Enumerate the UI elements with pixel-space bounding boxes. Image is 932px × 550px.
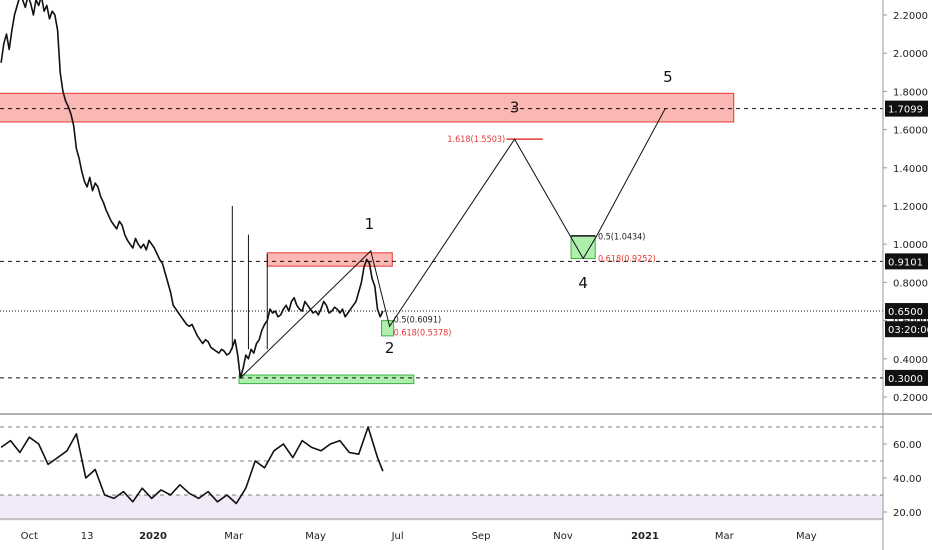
oversold-band — [0, 495, 883, 521]
price-tag-label: 0.3000 — [888, 374, 923, 385]
price-tick-label: 2.2000 — [893, 11, 928, 22]
elliott-wave-path — [240, 108, 666, 379]
price-tag — [885, 321, 928, 338]
resistance-zone — [0, 92, 735, 123]
time-tick-label: Mar — [224, 531, 244, 542]
resistance-zone — [266, 252, 393, 267]
price-tick-label: 1.8000 — [893, 87, 928, 98]
price-tag-label: 03:20:06 — [888, 325, 932, 336]
price-tick-label: 0.8000 — [893, 278, 928, 289]
wave-label-2: 2 — [385, 339, 395, 357]
fib-level-label: 0.5(0.6091) — [394, 316, 442, 326]
time-tick-label: 2021 — [631, 531, 659, 542]
price-tag — [885, 253, 928, 270]
price-tick-label: 2.0000 — [893, 49, 928, 60]
oscillator-axis[interactable]: 60.00 40.00 20.00 — [883, 440, 922, 519]
price-tick-label: 0.4000 — [893, 355, 928, 366]
time-tick-label: Mar — [715, 531, 735, 542]
price-tick-label: 1.4000 — [893, 164, 928, 175]
price-tick-label: 1.6000 — [893, 126, 928, 137]
support-zone — [238, 374, 415, 385]
time-tick-label: May — [305, 531, 326, 542]
price-axis[interactable]: 2.2000 2.0000 1.8000 1.6000 1.4000 1.2000 1.00… — [883, 11, 928, 404]
oscillator-tick-label: 20.00 — [893, 508, 922, 519]
time-tick-label: May — [796, 531, 817, 542]
price-tag — [885, 100, 928, 117]
wave-label-5: 5 — [663, 68, 673, 86]
time-tick-label: Oct — [21, 531, 38, 542]
oscillator-series-line — [0, 426, 384, 505]
price-tick-label: 1.2000 — [893, 202, 928, 213]
price-tick-label: 1.0000 — [893, 240, 928, 251]
price-tags: 1.7099 0.9101 0.6500 03:20:06 0.3000 — [885, 100, 932, 386]
price-tag — [885, 303, 928, 320]
time-tick-label: 13 — [81, 531, 94, 542]
price-series-line — [0, 0, 384, 379]
oscillator-pane[interactable] — [0, 426, 883, 521]
fib-level-label: 1.618(1.5503) — [447, 135, 505, 145]
time-tick-label: 2020 — [139, 531, 167, 542]
support-zone — [570, 235, 596, 260]
time-tick-label: Sep — [472, 531, 491, 542]
wave-label-3: 3 — [510, 98, 520, 116]
time-axis[interactable]: Oct 13 2020 Mar May Jul Sep Nov 2021 Mar May — [21, 531, 817, 542]
oscillator-tick-label: 60.00 — [893, 440, 922, 451]
fib-level-label: 0.618(0.9252) — [598, 255, 656, 265]
fib-level-label: 0.5(1.0434) — [598, 233, 646, 243]
price-tick-label: 0.2000 — [893, 393, 928, 404]
wave-label-1: 1 — [365, 215, 375, 233]
price-tag-label: 1.7099 — [888, 105, 923, 116]
price-tag — [885, 369, 928, 386]
time-tick-label: Nov — [553, 531, 573, 542]
oscillator-tick-label: 40.00 — [893, 474, 922, 485]
wave-label-4: 4 — [578, 274, 588, 292]
price-tag-label: 0.9101 — [888, 257, 923, 268]
price-tag-label: 0.6500 — [888, 307, 923, 318]
time-tick-label: Jul — [391, 531, 404, 542]
price-pane[interactable]: 1 2 3 4 5 1.618(1.5503) 0.5(1.0434) 0.618(0.925… — [0, 0, 883, 385]
fib-level-label: 0.618(0.5378) — [394, 328, 452, 338]
